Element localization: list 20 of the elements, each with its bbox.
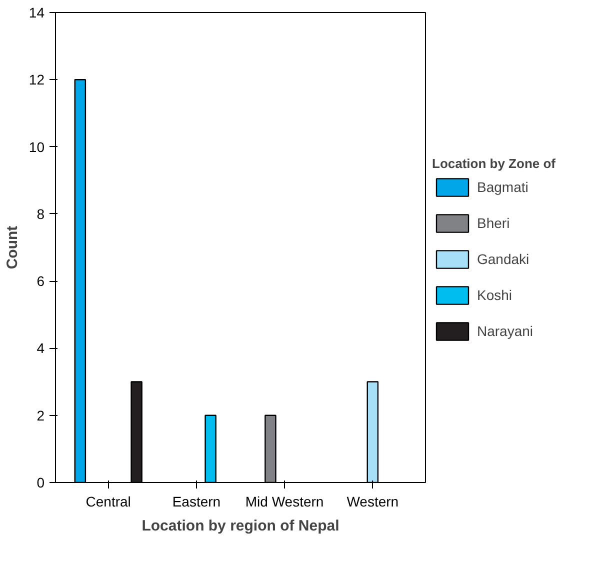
x-tick-label: Western — [346, 494, 399, 510]
y-tick-label: 2 — [36, 407, 45, 424]
y-tick-label: 4 — [36, 340, 45, 356]
y-tick-label: 8 — [36, 206, 45, 222]
legend-label: Gandaki — [477, 250, 530, 266]
x-axis-title: Location by region of Nepal — [142, 518, 340, 534]
x-tick-label: Mid Western — [245, 494, 324, 510]
x-tick-label: Central — [86, 494, 131, 510]
legend-label: Koshi — [477, 286, 512, 302]
y-tick-label: 0 — [36, 474, 45, 490]
legend-label: Narayani — [477, 322, 534, 338]
x-tick-label: Eastern — [172, 494, 221, 510]
legend-label: Bagmati — [477, 178, 528, 194]
y-tick-label: 10 — [28, 138, 45, 155]
y-tick-label: 6 — [36, 273, 45, 290]
y-axis-title: Count — [4, 226, 21, 270]
y-tick-label: 12 — [28, 72, 45, 88]
legend-title: Location by Zone of — [432, 156, 556, 170]
y-tick-label: 14 — [28, 4, 45, 20]
legend-label: Bheri — [477, 214, 510, 230]
